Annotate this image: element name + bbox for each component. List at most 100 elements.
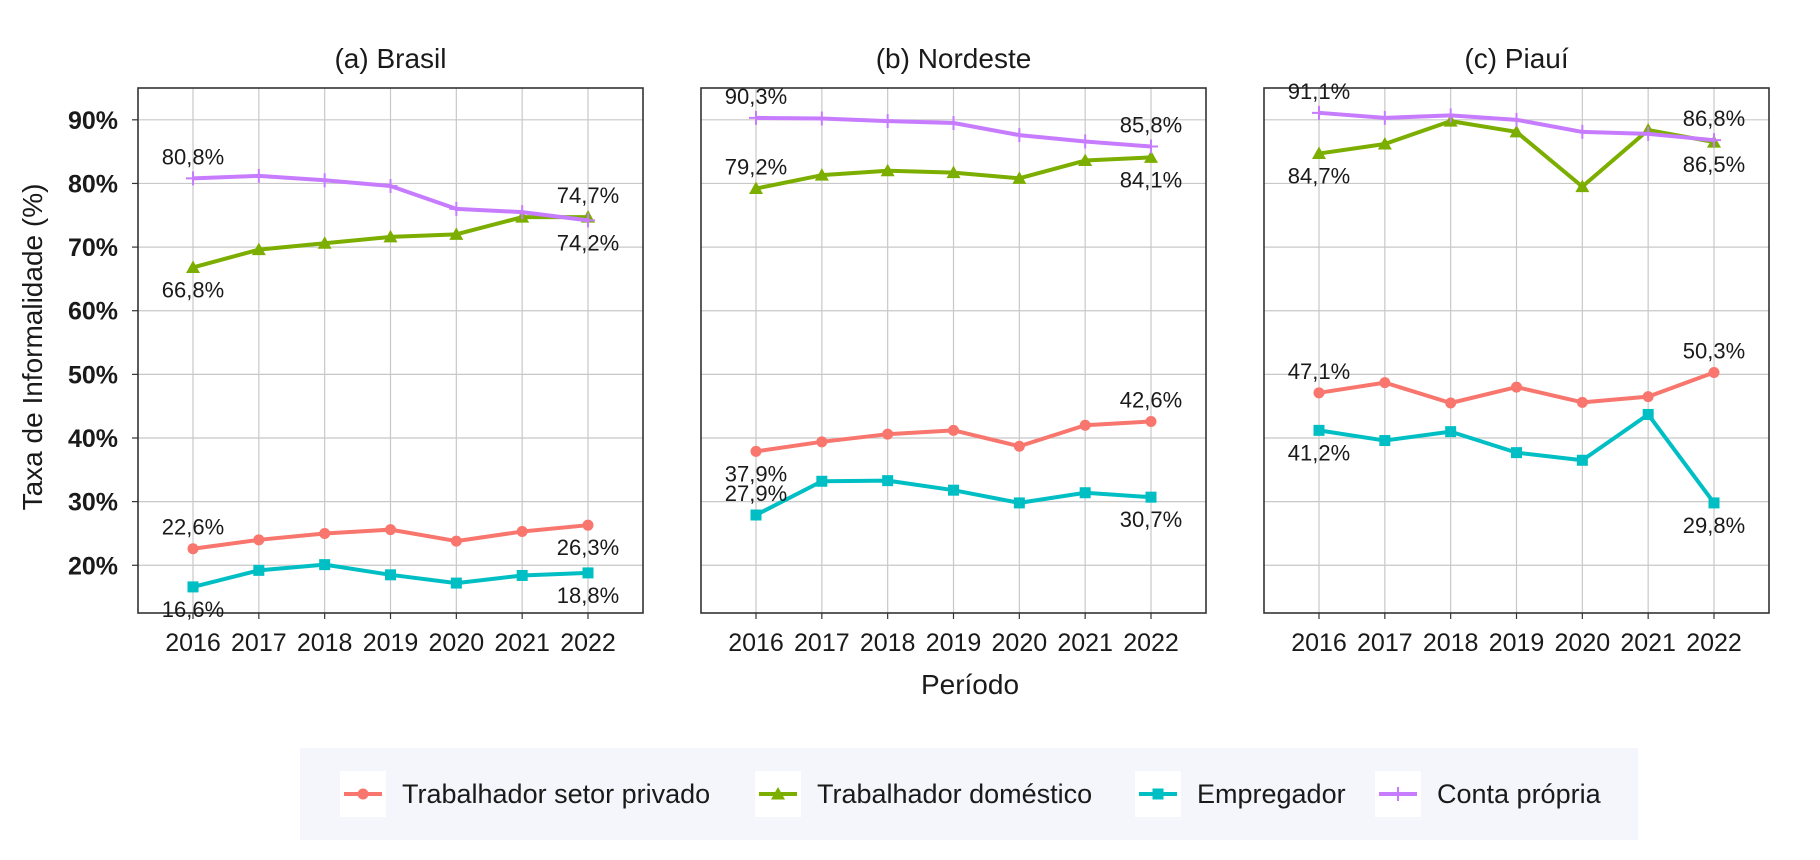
data-label: 79,2%	[725, 155, 787, 180]
y-tick-label: 80%	[68, 170, 118, 198]
x-tick-label: 2018	[297, 629, 353, 657]
panel-1: (a) Brasil 20% 30% 40% 50% 60% 70% 80% 90% 2016 20…	[68, 43, 644, 657]
data-label: 86,5%	[1683, 152, 1745, 177]
x-tick-label: 2022	[560, 629, 616, 657]
data-label: 50,3%	[1683, 338, 1745, 363]
data-point	[187, 581, 199, 593]
data-point	[880, 163, 895, 177]
data-point	[516, 569, 528, 581]
x-tick-label: 2019	[363, 629, 419, 657]
data-point	[1642, 408, 1654, 420]
data-point	[1575, 179, 1590, 193]
data-point	[385, 524, 396, 536]
y-tick-label: 70%	[68, 234, 118, 262]
data-point	[1313, 387, 1325, 399]
data-point	[749, 181, 763, 195]
panel-2: (b) Nordeste 2016 2017 2018 2019 2020 2021 2022…	[700, 43, 1207, 657]
data-label: 29,8%	[1683, 513, 1745, 538]
data-point	[450, 577, 462, 589]
data-label: 66,8%	[162, 277, 224, 302]
data-point	[1312, 146, 1326, 160]
data-label: 37,9%	[725, 461, 787, 486]
panel-3: (c) Piauí 2016 2017 2018 2019 2020 2021 2022 91,…	[1263, 43, 1770, 657]
data-point	[450, 535, 462, 547]
y-axis-title: Taxa de Informalidade (%)	[17, 184, 48, 511]
y-tick-label: 40%	[68, 425, 118, 453]
panel-title: (b) Nordeste	[876, 43, 1032, 74]
data-point	[319, 559, 331, 571]
x-tick-label: 2019	[1489, 629, 1545, 657]
x-tick-label: 2019	[926, 629, 982, 657]
data-point	[449, 201, 464, 216]
data-label: 90,3%	[725, 84, 787, 109]
data-point	[1575, 124, 1590, 139]
data-point	[1145, 415, 1157, 427]
data-label: 91,1%	[1288, 79, 1350, 104]
data-point	[946, 165, 961, 179]
data-label: 80,8%	[162, 144, 224, 169]
legend-marker	[771, 787, 785, 800]
data-point	[1511, 447, 1522, 459]
data-label: 74,7%	[557, 183, 619, 208]
data-point	[582, 567, 594, 579]
data-point	[816, 436, 828, 448]
data-point	[1509, 112, 1524, 127]
data-point	[882, 475, 894, 487]
data-point	[186, 260, 200, 273]
x-tick-label: 2022	[1123, 629, 1179, 657]
data-point	[1707, 133, 1721, 148]
x-tick-label: 2020	[429, 629, 485, 657]
data-point	[948, 424, 959, 436]
x-tick-label: 2022	[1686, 629, 1742, 657]
data-point	[750, 509, 762, 521]
data-point	[582, 519, 594, 531]
legend-label: Empregador	[1197, 779, 1346, 809]
data-point	[1708, 366, 1720, 378]
data-point	[814, 168, 829, 181]
legend-label: Trabalhador setor privado	[402, 779, 710, 809]
data-label: 85,8%	[1120, 113, 1182, 138]
x-tick-label: 2016	[1291, 629, 1347, 657]
data-label: 74,2%	[557, 230, 619, 255]
data-point	[948, 484, 959, 496]
data-point	[186, 171, 200, 186]
data-label: 47,1%	[1288, 359, 1350, 384]
data-point	[317, 236, 332, 249]
data-point	[1079, 419, 1091, 431]
data-label: 16,6%	[162, 597, 224, 622]
data-point	[319, 527, 331, 539]
data-point	[749, 110, 763, 125]
x-tick-label: 2020	[992, 629, 1048, 657]
data-label: 27,9%	[725, 481, 787, 506]
y-tick-label: 20%	[68, 552, 118, 580]
legend-marker	[1391, 787, 1405, 801]
x-tick-label: 2018	[860, 629, 916, 657]
chart-legend: Trabalhador setor privado Trabalhador dom…	[300, 748, 1638, 840]
data-label: 22,6%	[162, 515, 224, 540]
panel-title: (a) Brasil	[334, 43, 446, 74]
data-point	[1379, 377, 1391, 389]
x-tick-label: 2021	[1620, 629, 1676, 657]
legend-label: Trabalhador doméstico	[817, 779, 1092, 809]
data-label: 86,8%	[1683, 106, 1745, 131]
legend-marker	[357, 788, 369, 800]
data-point	[814, 111, 829, 126]
x-tick-label: 2020	[1555, 629, 1611, 657]
data-point	[1013, 497, 1025, 509]
data-point	[1377, 110, 1392, 125]
chart-panels: (a) Brasil 20% 30% 40% 50% 60% 70% 80% 90% 2016 20…	[68, 43, 1770, 657]
legend-item: Trabalhador setor privado	[340, 771, 710, 817]
panel-title: (c) Piauí	[1464, 43, 1568, 74]
data-point	[1079, 487, 1091, 499]
data-point	[1312, 105, 1326, 120]
data-point	[1144, 139, 1158, 154]
data-point	[187, 543, 199, 555]
data-label: 30,7%	[1120, 507, 1182, 532]
data-point	[253, 534, 265, 546]
legend-item: Conta própria	[1375, 771, 1602, 817]
x-tick-label: 2018	[1423, 629, 1479, 657]
data-point	[1445, 426, 1457, 438]
data-label: 26,3%	[557, 535, 619, 560]
data-point	[449, 227, 464, 240]
data-label: 41,2%	[1288, 440, 1350, 465]
